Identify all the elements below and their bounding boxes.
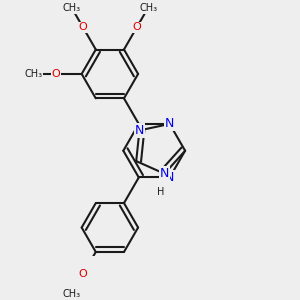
Text: CH₃: CH₃ (139, 2, 157, 13)
Text: CH₃: CH₃ (62, 289, 81, 299)
Text: N: N (160, 167, 169, 180)
Text: O: O (79, 22, 87, 32)
Text: N: N (165, 171, 174, 184)
Text: N: N (165, 118, 174, 130)
Text: CH₃: CH₃ (62, 2, 81, 13)
Text: O: O (52, 69, 61, 79)
Text: O: O (79, 269, 87, 279)
Text: O: O (132, 22, 141, 32)
Text: H: H (157, 187, 164, 197)
Text: N: N (135, 124, 144, 137)
Text: CH₃: CH₃ (24, 69, 42, 79)
